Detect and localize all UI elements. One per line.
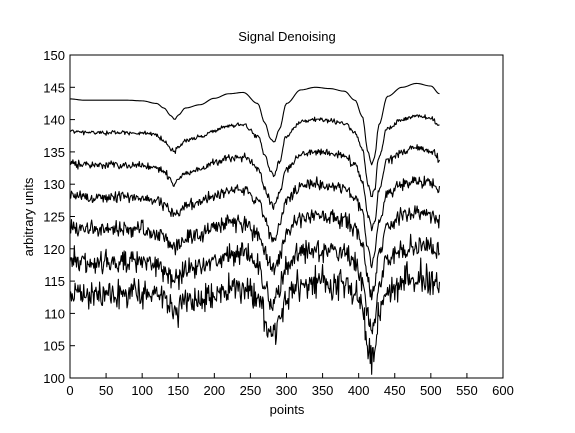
y-tick-label: 125 (43, 210, 65, 225)
y-tick-label: 135 (43, 145, 65, 160)
y-tick-label: 120 (43, 242, 65, 257)
x-tick-label: 550 (456, 383, 478, 398)
x-tick-label: 600 (492, 383, 514, 398)
chart-title: Signal Denoising (238, 29, 336, 44)
y-tick-label: 105 (43, 339, 65, 354)
series-line (69, 233, 440, 335)
y-tick-label: 150 (43, 48, 65, 63)
y-tick-label: 140 (43, 113, 65, 128)
x-tick-label: 100 (131, 383, 153, 398)
y-tick-label: 110 (44, 306, 65, 321)
x-tick-label: 500 (420, 383, 442, 398)
plot-frame (69, 54, 504, 379)
ticks-group: 0 50 100 150 200 250 300 350 400 450 500 550 600 100 1… (43, 48, 514, 398)
x-tick-label: 200 (203, 383, 225, 398)
x-axis-label: points (270, 402, 305, 417)
y-axis-label: arbitrary units (21, 177, 36, 256)
series-group (69, 82, 441, 375)
x-tick-label: 150 (167, 383, 189, 398)
series-line (69, 175, 441, 269)
x-tick-label: 50 (99, 383, 113, 398)
x-tick-label: 0 (66, 383, 73, 398)
y-tick-label: 100 (43, 371, 65, 386)
y-tick-label: 145 (43, 80, 65, 95)
series-line (69, 82, 440, 166)
series-line (69, 144, 440, 232)
x-tick-label: 250 (240, 383, 262, 398)
y-tick-label: 115 (44, 274, 65, 289)
series-line (69, 257, 441, 375)
series-line (69, 205, 441, 301)
x-tick-label: 350 (312, 383, 334, 398)
y-tick-label: 130 (43, 177, 65, 192)
x-tick-label: 450 (384, 383, 406, 398)
x-tick-label: 300 (276, 383, 298, 398)
series-line (69, 114, 440, 198)
x-tick-label: 400 (348, 383, 370, 398)
